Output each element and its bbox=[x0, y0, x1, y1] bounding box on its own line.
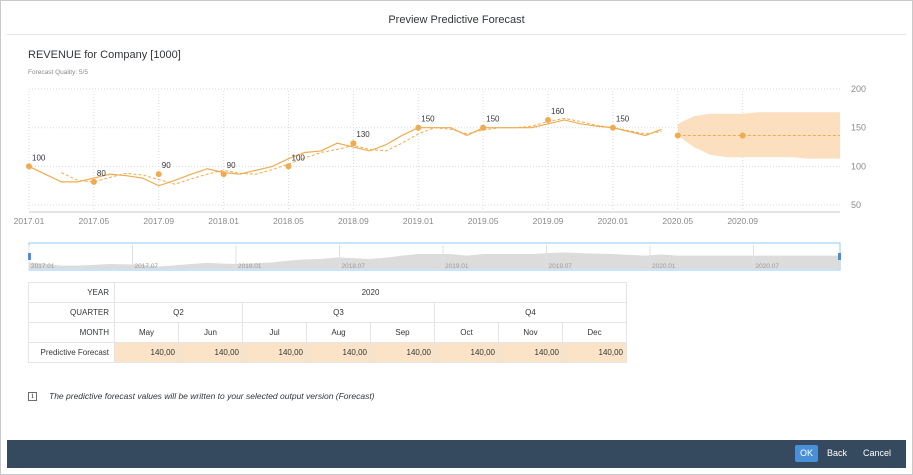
x-tick-label: 2019.09 bbox=[533, 216, 564, 226]
data-label: 100 bbox=[32, 153, 46, 162]
data-label: 150 bbox=[616, 115, 630, 124]
month-cell: Dec bbox=[562, 322, 627, 343]
quarter-cell: Q2 bbox=[114, 302, 243, 323]
x-tick-label: 2020.01 bbox=[598, 216, 629, 226]
quarter-header: QUARTER bbox=[28, 302, 115, 323]
month-cell: Jun bbox=[178, 322, 243, 343]
navigator-area bbox=[29, 252, 840, 269]
cancel-button[interactable]: Cancel bbox=[863, 448, 892, 458]
x-tick-label: 2017.05 bbox=[79, 216, 110, 226]
navigator-label: 2018.01 bbox=[238, 263, 262, 270]
navigator-label: 2018.07 bbox=[342, 263, 366, 270]
x-tick-label: 2019.01 bbox=[403, 216, 434, 226]
data-label: 90 bbox=[162, 161, 171, 170]
back-button[interactable]: Back bbox=[827, 448, 848, 458]
month-cell: Sep bbox=[370, 322, 435, 343]
navigator-label: 2019.01 bbox=[445, 263, 469, 270]
data-point bbox=[26, 163, 32, 170]
data-label: 150 bbox=[421, 115, 435, 124]
navigator-label: 2019.07 bbox=[549, 263, 573, 270]
month-cell: Oct bbox=[434, 322, 499, 343]
month-cell: Aug bbox=[306, 322, 371, 343]
forecast-table: YEAR 2020 QUARTER Q2 Q3 Q4 MONTH May Jun… bbox=[28, 282, 627, 363]
actual-series-line bbox=[28, 119, 662, 187]
data-label: 150 bbox=[486, 115, 500, 124]
data-point bbox=[285, 163, 292, 170]
forecast-value-cell[interactable]: 140,00 bbox=[498, 342, 563, 363]
info-message: i The predictive forecast values will be… bbox=[28, 391, 375, 401]
data-label: 90 bbox=[227, 161, 236, 170]
navigator-label: 2017.01 bbox=[31, 263, 55, 270]
month-cell: Nov bbox=[498, 322, 563, 343]
x-tick-label: 2018.09 bbox=[338, 216, 369, 226]
forecast-value-cell[interactable]: 140,00 bbox=[114, 342, 179, 363]
x-tick-label: 2017.09 bbox=[143, 216, 174, 226]
navigator-label: 2020.01 bbox=[652, 263, 676, 270]
data-point bbox=[350, 140, 357, 147]
data-label: 160 bbox=[551, 107, 565, 116]
data-point bbox=[480, 124, 487, 131]
navigator-handle-right[interactable] bbox=[838, 253, 841, 260]
info-icon: i bbox=[28, 391, 37, 401]
info-text: The predictive forecast values will be w… bbox=[49, 391, 375, 401]
x-tick-label: 2020.05 bbox=[662, 216, 693, 226]
dialog-footer: OK Back Cancel bbox=[7, 440, 906, 468]
forecast-value-cell[interactable]: 140,00 bbox=[434, 342, 499, 363]
data-label: 100 bbox=[292, 153, 306, 162]
data-label: 80 bbox=[97, 169, 106, 178]
fitted-series-line bbox=[61, 117, 662, 185]
x-tick-label: 2018.01 bbox=[208, 216, 239, 226]
y-tick-label: 150 bbox=[851, 123, 866, 133]
forecast-value-cell[interactable]: 140,00 bbox=[306, 342, 371, 363]
data-point bbox=[415, 124, 422, 131]
month-cell: May bbox=[114, 322, 179, 343]
data-point bbox=[220, 171, 227, 178]
navigator-handle-left[interactable] bbox=[28, 253, 31, 260]
predictive-forecast-row-label: Predictive Forecast bbox=[28, 342, 115, 363]
range-navigator: 2017.01 2017.07 2018.01 2018.07 2019.01 2019.… bbox=[28, 242, 841, 271]
data-point bbox=[90, 178, 97, 185]
y-tick-label: 100 bbox=[851, 161, 866, 171]
data-point bbox=[609, 124, 616, 131]
ok-button[interactable]: OK bbox=[795, 445, 819, 462]
data-point bbox=[155, 171, 162, 178]
data-label: 130 bbox=[356, 130, 370, 139]
month-cell: Jul bbox=[242, 322, 307, 343]
x-tick-label: 2018.05 bbox=[273, 216, 304, 226]
x-tick-label: 2019.05 bbox=[468, 216, 499, 226]
quarter-cell: Q3 bbox=[242, 302, 435, 323]
forecast-quality: Forecast Quality: 5/5 bbox=[28, 69, 88, 76]
y-tick-label: 50 bbox=[851, 200, 861, 210]
dialog-title: Preview Predictive Forecast bbox=[7, 5, 906, 35]
chart-title: REVENUE for Company [1000] bbox=[28, 49, 181, 61]
forecast-value-cell[interactable]: 140,00 bbox=[178, 342, 243, 363]
data-point bbox=[545, 116, 552, 123]
month-header: MONTH bbox=[28, 322, 115, 343]
forecast-point bbox=[674, 132, 681, 139]
x-tick-label: 2020.09 bbox=[727, 216, 758, 226]
quarter-cell: Q4 bbox=[434, 302, 627, 323]
y-tick-label: 200 bbox=[851, 84, 866, 94]
x-tick-label: 2017.01 bbox=[14, 216, 45, 226]
forecast-value-cell[interactable]: 140,00 bbox=[242, 342, 307, 363]
forecast-value-cell[interactable]: 140,00 bbox=[562, 342, 627, 363]
navigator-label: 2017.07 bbox=[135, 263, 159, 270]
year-header: YEAR bbox=[28, 282, 115, 303]
forecast-value-cell[interactable]: 140,00 bbox=[370, 342, 435, 363]
navigator-label: 2020.07 bbox=[756, 263, 780, 270]
year-cell: 2020 bbox=[114, 282, 627, 303]
forecast-point bbox=[739, 132, 746, 139]
